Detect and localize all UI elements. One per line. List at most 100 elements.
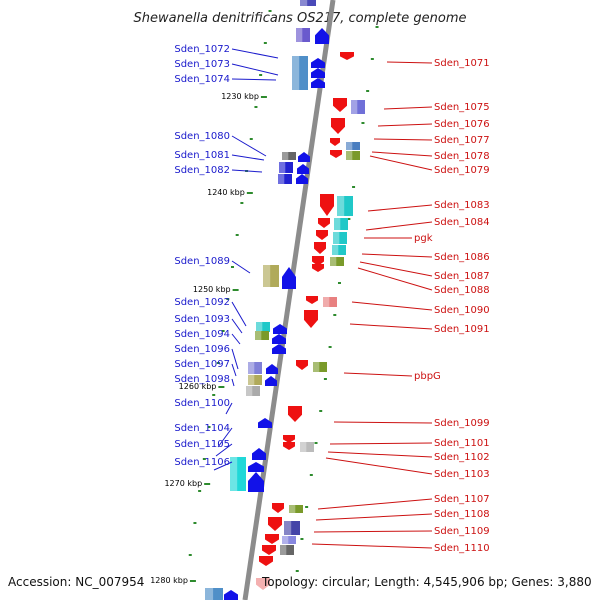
feature-box-shade <box>263 265 271 287</box>
left-gene-label: Sden_1082 <box>174 165 230 176</box>
gene-arrow-reverse <box>283 435 295 443</box>
right-gene-labels: Sden_1071 Sden_1075 Sden_1076 Sden_1077 Sden… <box>311 58 490 554</box>
right-gene-label: Sden_1078 <box>434 151 490 162</box>
right-gene-label: Sden_1108 <box>434 509 490 520</box>
left-gene-leader <box>231 78 277 81</box>
feature-box <box>351 100 365 114</box>
feature-box-shade <box>289 505 296 513</box>
feature-box-shade <box>351 100 358 114</box>
feature-box-shade <box>333 232 340 244</box>
gene-arrow-reverse <box>316 230 328 240</box>
tick-mark <box>226 298 230 300</box>
gene-arrow-forward <box>311 68 325 78</box>
left-gene-leader <box>231 348 239 370</box>
feature-box <box>248 362 262 374</box>
right-gene-label: Sden_1084 <box>434 217 490 228</box>
left-gene-label: Sden_1105 <box>174 439 230 450</box>
right-gene-leader <box>365 221 433 231</box>
feature-box <box>246 386 260 396</box>
right-gene-label: Sden_1107 <box>434 494 490 505</box>
gene-arrow-forward <box>265 376 277 386</box>
tick-mark <box>309 474 313 476</box>
tick-mark <box>337 282 341 284</box>
scale-label: 1280 kbp <box>150 576 188 585</box>
feature-box <box>300 442 314 452</box>
right-gene-leader <box>369 155 433 171</box>
left-gene-label: Sden_1097 <box>174 359 230 370</box>
gene-arrow-forward <box>224 590 238 600</box>
right-gene-leader <box>373 138 433 141</box>
right-gene-leader <box>343 372 413 377</box>
right-gene-label: Sden_1090 <box>434 305 490 316</box>
genome-backbone <box>242 0 336 600</box>
feature-box <box>332 245 346 255</box>
feature-box-shade <box>337 196 345 216</box>
feature-box-shade <box>313 362 320 372</box>
feature-box-shade <box>300 442 307 452</box>
right-gene-label: Sden_1109 <box>434 526 490 537</box>
gene-arrow-reverse <box>331 118 345 134</box>
gene-arrow-forward <box>272 344 286 354</box>
right-gene-leader <box>377 123 433 127</box>
feature-box-shade <box>292 56 300 90</box>
tick-mark <box>361 122 365 124</box>
left-gene-leader <box>231 154 265 161</box>
gene-arrow-reverse <box>320 194 334 216</box>
left-gene-leader <box>231 333 241 345</box>
right-gene-leader <box>367 204 433 212</box>
scale-tick <box>218 386 225 388</box>
right-gene-leader <box>317 498 433 510</box>
right-gene-leader <box>361 253 433 258</box>
tick-mark <box>328 346 332 348</box>
tick-mark <box>263 42 267 44</box>
right-gene-leader <box>311 543 433 549</box>
right-gene-leader <box>383 106 433 110</box>
feature-box <box>337 196 353 216</box>
feature-box <box>334 218 348 230</box>
right-gene-label: Sden_1079 <box>434 165 490 176</box>
right-gene-leader <box>371 151 433 157</box>
gene-arrow-forward <box>248 462 264 472</box>
right-gene-label: Sden_1091 <box>434 324 490 335</box>
scale-label: 1250 kbp <box>193 285 231 294</box>
topology-text: Topology: circular; Length: 4,545,906 bp… <box>261 575 592 589</box>
gene-arrow-reverse <box>268 517 282 531</box>
tick-mark <box>319 410 323 412</box>
gene-arrow-reverse <box>265 534 279 544</box>
gene-arrow-reverse <box>259 556 273 566</box>
feature-box-shade <box>230 457 238 491</box>
gene-arrow-reverse <box>296 360 308 370</box>
left-gene-leader <box>213 461 233 471</box>
accession-text: Accession: NC_007954 <box>8 575 144 589</box>
left-gene-leader <box>231 135 267 157</box>
feature-box-shade <box>282 152 289 160</box>
left-gene-leader <box>231 169 263 173</box>
tick-mark <box>249 138 253 140</box>
tick-mark <box>314 442 318 444</box>
left-gene-label: Sden_1072 <box>174 44 230 55</box>
gene-arrow-forward <box>315 28 329 44</box>
right-gene-label: Sden_1110 <box>434 543 490 554</box>
feature-box <box>346 142 360 150</box>
left-gene-leader <box>231 363 237 377</box>
map-title: Shewanella denitrificans OS217, complete… <box>134 11 467 26</box>
right-gene-label: Sden_1083 <box>434 200 490 211</box>
gene-arrow-reverse <box>312 264 324 272</box>
right-gene-leader <box>333 421 433 424</box>
right-gene-label: Sden_1103 <box>434 469 490 480</box>
right-gene-label: Sden_1088 <box>434 285 490 296</box>
right-gene-leader <box>357 267 433 291</box>
feature-box-shade <box>334 218 341 230</box>
right-gene-leader <box>315 513 433 521</box>
feature-box <box>248 375 262 385</box>
tick-mark <box>333 314 337 316</box>
feature-box-shade <box>255 331 262 340</box>
tick-mark <box>198 490 202 492</box>
feature-box-shade <box>248 375 255 385</box>
tick-mark <box>221 330 225 332</box>
right-gene-label: Sden_1076 <box>434 119 490 130</box>
tick-mark <box>193 522 197 524</box>
scale-label: 1270 kbp <box>164 479 202 488</box>
tick-mark <box>300 538 304 540</box>
